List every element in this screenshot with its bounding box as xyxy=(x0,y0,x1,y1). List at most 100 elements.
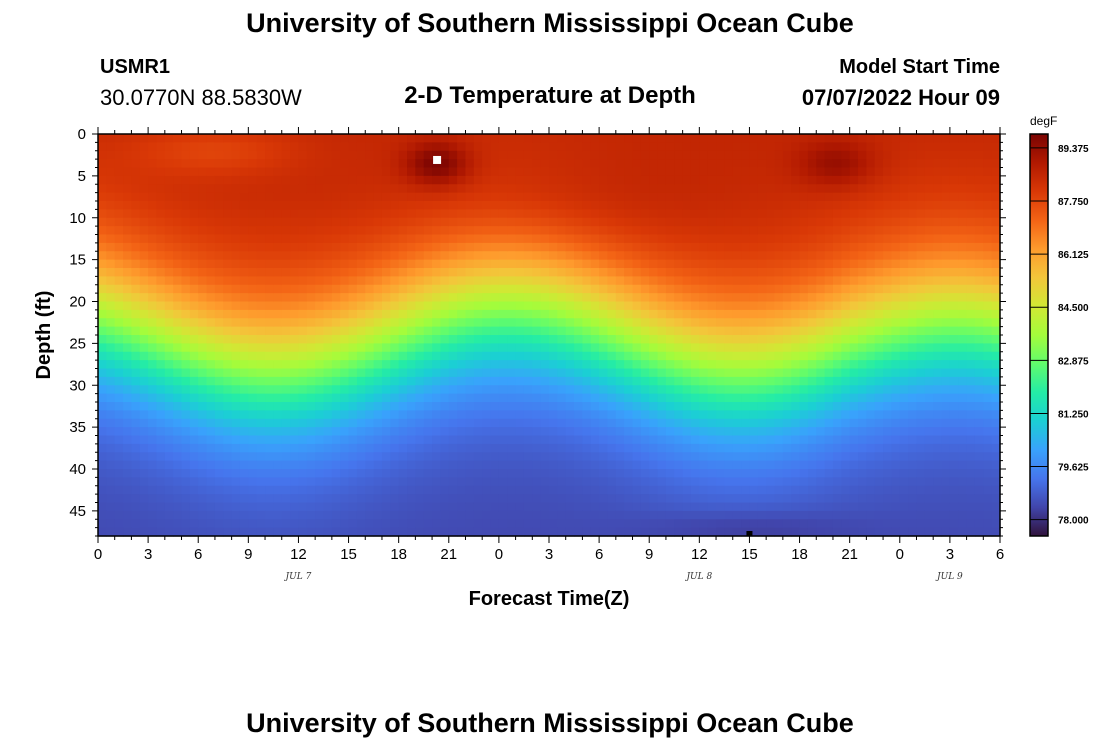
heatmap-cell xyxy=(557,519,567,529)
heatmap-cell xyxy=(164,360,174,370)
heatmap-cell xyxy=(899,159,909,169)
heatmap-cell xyxy=(340,360,350,370)
heatmap-cell xyxy=(114,309,124,319)
heatmap-cell xyxy=(582,209,592,219)
heatmap-cell xyxy=(106,435,116,445)
heatmap-cell xyxy=(540,418,550,428)
heatmap-cell xyxy=(148,460,158,470)
heatmap-cell xyxy=(181,343,191,353)
heatmap-cell xyxy=(265,150,274,160)
heatmap-cell xyxy=(590,452,600,462)
heatmap-cell xyxy=(306,150,316,160)
heatmap-cell xyxy=(490,402,500,411)
heatmap-cell xyxy=(540,343,550,353)
heatmap-cell xyxy=(331,427,341,437)
heatmap-cell xyxy=(615,418,625,428)
heatmap-cell xyxy=(582,175,592,185)
heatmap-cell xyxy=(181,167,191,177)
heatmap-cell xyxy=(632,519,642,529)
heatmap-cell xyxy=(239,368,249,378)
heatmap-cell xyxy=(239,469,249,478)
heatmap-cell xyxy=(381,469,391,478)
heatmap-cell xyxy=(883,326,893,336)
heatmap-cell xyxy=(899,150,909,160)
heatmap-cell xyxy=(615,242,625,252)
heatmap-cell xyxy=(716,326,725,336)
heatmap-cell xyxy=(540,167,550,177)
heatmap-cell xyxy=(298,309,308,319)
heatmap-cell xyxy=(515,259,525,269)
heatmap-cell xyxy=(858,159,867,169)
heatmap-cell xyxy=(106,452,116,462)
heatmap-cell xyxy=(432,309,442,319)
heatmap-cell xyxy=(331,376,341,386)
heatmap-cell xyxy=(123,460,133,470)
heatmap-cell xyxy=(732,150,742,160)
heatmap-cell xyxy=(574,443,584,453)
heatmap-cell xyxy=(390,343,400,353)
heatmap-cell xyxy=(323,134,333,143)
heatmap-cell xyxy=(741,343,751,353)
heatmap-cell xyxy=(632,502,642,512)
heatmap-cell xyxy=(774,519,784,529)
heatmap-cell xyxy=(214,460,224,470)
heatmap-cell xyxy=(482,293,492,303)
heatmap-cell xyxy=(665,443,675,453)
heatmap-cell xyxy=(348,209,358,219)
heatmap-cell xyxy=(515,201,525,210)
heatmap-cell xyxy=(148,385,158,395)
heatmap-cell xyxy=(223,226,233,236)
heatmap-cell xyxy=(256,351,266,361)
heatmap-cell xyxy=(665,209,675,219)
heatmap-cell xyxy=(423,335,433,344)
heatmap-cell xyxy=(407,527,416,537)
heatmap-cell xyxy=(682,134,692,143)
heatmap-cell xyxy=(156,184,166,194)
heatmap-cell xyxy=(791,150,801,160)
heatmap-cell xyxy=(532,368,542,378)
heatmap-cell xyxy=(298,385,308,395)
heatmap-cell xyxy=(933,167,943,177)
heatmap-cell xyxy=(239,251,249,261)
heatmap-cell xyxy=(782,343,792,353)
heatmap-cell xyxy=(782,234,792,244)
heatmap-cell xyxy=(407,435,416,445)
heatmap-cell xyxy=(665,301,675,311)
heatmap-cell xyxy=(465,385,475,395)
heatmap-cell xyxy=(106,217,116,227)
heatmap-cell xyxy=(340,301,350,311)
heatmap-cell xyxy=(114,427,124,437)
heatmap-cell xyxy=(540,251,550,261)
heatmap-cell xyxy=(941,427,951,437)
heatmap-cell xyxy=(707,226,717,236)
heatmap-cell xyxy=(807,284,817,294)
heatmap-cell xyxy=(824,159,834,169)
heatmap-cell xyxy=(365,276,375,286)
heatmap-cell xyxy=(415,259,425,269)
heatmap-cell xyxy=(448,259,458,269)
heatmap-cell xyxy=(189,477,199,487)
heatmap-cell xyxy=(106,242,116,252)
heatmap-cell xyxy=(590,184,600,194)
heatmap-cell xyxy=(465,276,475,286)
heatmap-cell xyxy=(899,510,909,520)
heatmap-cell xyxy=(381,326,391,336)
heatmap-cell xyxy=(958,309,968,319)
heatmap-cell xyxy=(181,201,191,210)
heatmap-cell xyxy=(632,452,642,462)
heatmap-cell xyxy=(265,502,274,512)
heatmap-cell xyxy=(916,175,926,185)
heatmap-cell xyxy=(164,150,174,160)
heatmap-cell xyxy=(498,502,508,512)
heatmap-cell xyxy=(373,276,383,286)
heatmap-cell xyxy=(407,251,416,261)
heatmap-cell xyxy=(699,284,709,294)
heatmap-cell xyxy=(807,393,817,403)
heatmap-cell xyxy=(381,510,391,520)
heatmap-cell xyxy=(281,443,291,453)
heatmap-cell xyxy=(549,368,558,378)
heatmap-cell xyxy=(356,368,366,378)
heatmap-cell xyxy=(674,477,684,487)
heatmap-cell xyxy=(123,360,133,370)
heatmap-cell xyxy=(949,309,959,319)
